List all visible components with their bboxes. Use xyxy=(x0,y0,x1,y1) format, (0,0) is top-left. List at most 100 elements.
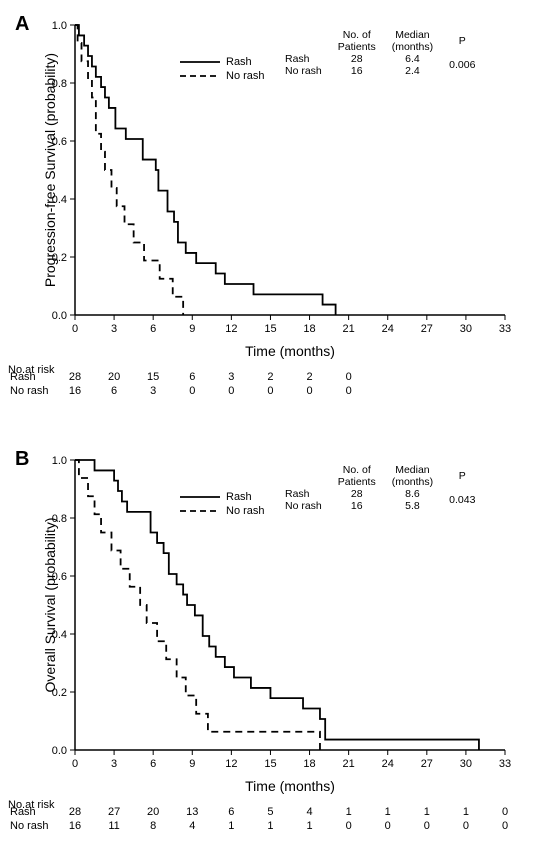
panel-a-risk-table: No.at risk Rash28201563220No rash1663000… xyxy=(0,363,525,405)
svg-text:6: 6 xyxy=(150,323,156,335)
legend-row: Rash xyxy=(180,55,265,69)
risk-cell: 0 xyxy=(413,819,441,833)
stats-cell: Rash xyxy=(285,488,330,500)
panel-b-risk-table: No.at risk Rash2827201365411110No rash16… xyxy=(0,798,525,840)
risk-cell: 0 xyxy=(491,819,519,833)
panel-b-stats: No. ofPatientsMedian(months)P Rash288.60.… xyxy=(285,464,483,512)
svg-text:33: 33 xyxy=(499,758,511,770)
risk-cell: 16 xyxy=(61,819,89,833)
stats-cell: 0.043 xyxy=(441,488,483,512)
stats-header: Median(months) xyxy=(384,464,441,488)
svg-text:15: 15 xyxy=(264,758,276,770)
stats-header: No. ofPatients xyxy=(330,464,384,488)
stats-table: No. ofPatientsMedian(months)P Rash288.60.… xyxy=(285,464,483,512)
svg-text:27: 27 xyxy=(421,323,433,335)
risk-cell: 2 xyxy=(296,370,324,384)
panel-a-stats: No. ofPatientsMedian(months)PRash286.40.… xyxy=(285,29,483,77)
svg-text:3: 3 xyxy=(111,758,117,770)
svg-text:18: 18 xyxy=(303,323,315,335)
risk-cell: 5 xyxy=(256,805,284,819)
svg-text:21: 21 xyxy=(343,758,355,770)
risk-cell: 3 xyxy=(139,384,167,398)
legend-row: No rash xyxy=(180,504,265,518)
stats-header xyxy=(285,29,330,53)
risk-label: Rash xyxy=(8,370,65,384)
svg-text:21: 21 xyxy=(343,323,355,335)
svg-text:9: 9 xyxy=(189,323,195,335)
stats-cell: 28 xyxy=(330,488,384,500)
svg-text:33: 33 xyxy=(499,323,511,335)
stats-cell: 6.4 xyxy=(384,53,441,65)
svg-text:15: 15 xyxy=(264,323,276,335)
legend-row: Rash xyxy=(180,490,265,504)
stats-cell: No rash xyxy=(285,65,330,77)
risk-cell: 0 xyxy=(296,384,324,398)
risk-cell: 13 xyxy=(178,805,206,819)
risk-cell: 1 xyxy=(374,805,402,819)
stats-cell: 5.8 xyxy=(384,500,441,512)
stats-cell: 16 xyxy=(330,65,384,77)
risk-cell: 0 xyxy=(217,384,245,398)
stats-header: P xyxy=(441,464,483,488)
risk-cell: 0 xyxy=(335,384,363,398)
svg-text:0.8: 0.8 xyxy=(52,78,67,90)
legend-label: No rash xyxy=(226,70,265,82)
risk-cell: 20 xyxy=(100,370,128,384)
risk-label: No rash xyxy=(8,384,65,398)
risk-cell: 15 xyxy=(139,370,167,384)
risk-cell: 0 xyxy=(335,370,363,384)
svg-text:24: 24 xyxy=(382,323,394,335)
svg-text:0.0: 0.0 xyxy=(52,745,67,757)
legend-label: Rash xyxy=(226,56,252,68)
svg-text:12: 12 xyxy=(225,323,237,335)
svg-text:0.2: 0.2 xyxy=(52,687,67,699)
panel-a: A Progression-free Survival (probability… xyxy=(0,5,550,425)
risk-cell: 6 xyxy=(217,805,245,819)
svg-text:18: 18 xyxy=(303,758,315,770)
risk-cell: 28 xyxy=(61,370,89,384)
panel-a-legend: Rash No rash xyxy=(180,55,265,83)
risk-cell: 0 xyxy=(178,384,206,398)
stats-header: P xyxy=(441,29,483,53)
risk-cell: 0 xyxy=(335,819,363,833)
panel-b-legend: Rash No rash xyxy=(180,490,265,518)
legend-label: No rash xyxy=(226,505,265,517)
panel-b: B Overall Survival (probability) 0369121… xyxy=(0,440,550,860)
stats-cell: 8.6 xyxy=(384,488,441,500)
svg-text:0.8: 0.8 xyxy=(52,513,67,525)
risk-cell: 8 xyxy=(139,819,167,833)
svg-text:24: 24 xyxy=(382,758,394,770)
stats-table: No. ofPatientsMedian(months)PRash286.40.… xyxy=(285,29,483,77)
risk-cell: 2 xyxy=(256,370,284,384)
risk-label: Rash xyxy=(8,805,65,819)
panel-a-xlabel: Time (months) xyxy=(75,343,505,359)
risk-label: No rash xyxy=(8,819,65,833)
svg-text:1.0: 1.0 xyxy=(52,455,67,467)
legend-row: No rash xyxy=(180,69,265,83)
stats-header xyxy=(285,464,330,488)
risk-cell: 4 xyxy=(178,819,206,833)
svg-text:0: 0 xyxy=(72,323,78,335)
risk-cell: 0 xyxy=(256,384,284,398)
risk-cell: 16 xyxy=(61,384,89,398)
stats-cell: 0.006 xyxy=(441,53,483,77)
svg-text:0: 0 xyxy=(72,758,78,770)
svg-text:0.4: 0.4 xyxy=(52,194,67,206)
panel-b-xlabel: Time (months) xyxy=(75,778,505,794)
risk-cell: 6 xyxy=(100,384,128,398)
stats-cell: No rash xyxy=(285,500,330,512)
stats-header: No. ofPatients xyxy=(330,29,384,53)
svg-text:3: 3 xyxy=(111,323,117,335)
svg-text:30: 30 xyxy=(460,758,472,770)
risk-cell: 1 xyxy=(256,819,284,833)
stats-cell: Rash xyxy=(285,53,330,65)
svg-text:6: 6 xyxy=(150,758,156,770)
svg-text:9: 9 xyxy=(189,758,195,770)
risk-cell: 20 xyxy=(139,805,167,819)
stats-header: Median(months) xyxy=(384,29,441,53)
svg-text:1.0: 1.0 xyxy=(52,20,67,32)
legend-label: Rash xyxy=(226,491,252,503)
svg-text:0.6: 0.6 xyxy=(52,136,67,148)
risk-cell: 27 xyxy=(100,805,128,819)
svg-text:12: 12 xyxy=(225,758,237,770)
